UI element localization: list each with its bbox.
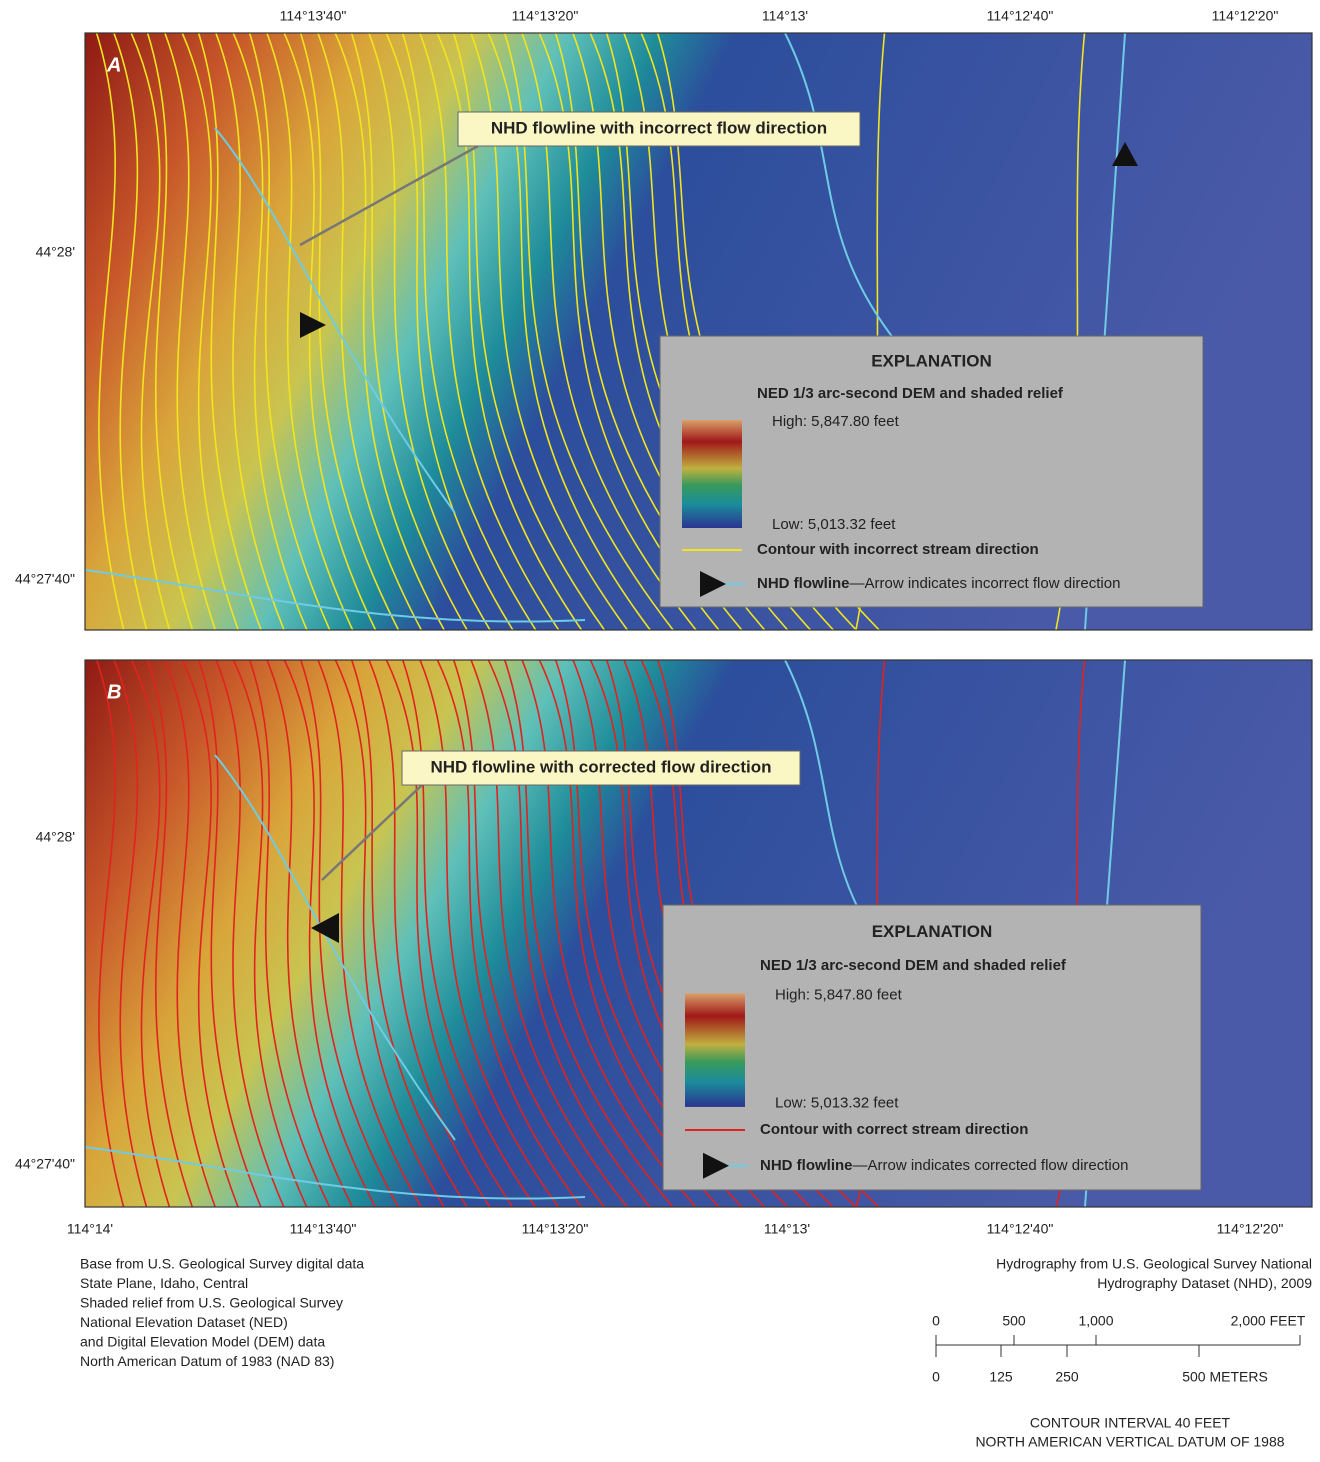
scale-label-feet: 500 (1002, 1313, 1026, 1329)
source-note: National Elevation Dataset (NED) (80, 1314, 288, 1330)
contour-note: NORTH AMERICAN VERTICAL DATUM OF 1988 (975, 1434, 1284, 1450)
longitude-label: 114°13'40" (280, 8, 347, 24)
legend-heading: NED 1/3 arc-second DEM and shaded relief (760, 957, 1067, 974)
latitude-label: 44°27'40" (15, 571, 75, 587)
legend-flowline-note: —Arrow indicates corrected flow directio… (853, 1157, 1129, 1174)
legend-high: High: 5,847.80 feet (775, 986, 903, 1003)
legend-contour: Contour with correct stream direction (760, 1121, 1028, 1138)
explanation-title: EXPLANATION (871, 351, 992, 370)
scale-label-feet: 2,000 FEET (1231, 1313, 1306, 1329)
legend-flowline: NHD flowline—Arrow indicates corrected f… (760, 1157, 1128, 1174)
legend-contour: Contour with incorrect stream direction (757, 541, 1039, 558)
longitude-label: 114°12'20" (1217, 1221, 1284, 1237)
longitude-label: 114°13' (762, 8, 808, 24)
color-ramp (682, 420, 742, 528)
scale-label-meters: 125 (989, 1369, 1013, 1385)
scale-label-feet: 1,000 (1078, 1313, 1113, 1329)
latitude-label: 44°28' (36, 244, 75, 260)
legend-flowline-name: NHD flowline (760, 1157, 853, 1174)
longitude-label: 114°13'20" (522, 1221, 589, 1237)
source-note: Shaded relief from U.S. Geological Surve… (80, 1295, 343, 1311)
legend-high: High: 5,847.80 feet (772, 413, 900, 430)
longitude-label: 114°13'20" (512, 8, 579, 24)
source-note: Hydrography from U.S. Geological Survey … (996, 1256, 1312, 1272)
legend-flowline-name: NHD flowline (757, 575, 850, 592)
scale-label-feet: 0 (932, 1313, 940, 1329)
longitude-label: 114°13'40" (290, 1221, 357, 1237)
source-note: State Plane, Idaho, Central (80, 1275, 248, 1291)
legend-low: Low: 5,013.32 feet (772, 516, 896, 533)
latitude-label: 44°27'40" (15, 1156, 75, 1172)
callout-text: NHD flowline with corrected flow directi… (431, 757, 772, 776)
explanation-title: EXPLANATION (872, 922, 993, 941)
scale-label-meters: 0 (932, 1369, 940, 1385)
scale-label-meters: 250 (1055, 1369, 1079, 1385)
longitude-label: 114°12'20" (1212, 8, 1279, 24)
color-ramp (685, 993, 745, 1107)
callout-text: NHD flowline with incorrect flow directi… (491, 118, 827, 137)
scale-label-meters: 500 METERS (1182, 1369, 1268, 1385)
source-note: Base from U.S. Geological Survey digital… (80, 1256, 364, 1272)
longitude-label: 114°13' (764, 1221, 810, 1237)
map-layers: 114°13'40" 114°13'20" 114°13' 114°12'40" 114… (15, 8, 1312, 1450)
longitude-label: 114°14' (67, 1221, 113, 1237)
latitude-label: 44°28' (36, 829, 75, 845)
figure: 114°13'40" 114°13'20" 114°13' 114°12'40" 114… (0, 0, 1320, 1462)
source-note: and Digital Elevation Model (DEM) data (80, 1334, 325, 1350)
legend-low: Low: 5,013.32 feet (775, 1095, 899, 1112)
longitude-label: 114°12'40" (987, 1221, 1054, 1237)
longitude-label: 114°12'40" (987, 8, 1054, 24)
legend-flowline: NHD flowline—Arrow indicates incorrect f… (757, 575, 1120, 592)
legend-heading: NED 1/3 arc-second DEM and shaded relief (757, 385, 1064, 402)
source-note: North American Datum of 1983 (NAD 83) (80, 1353, 334, 1369)
contour-note: CONTOUR INTERVAL 40 FEET (1030, 1415, 1231, 1431)
panel-label: B (107, 681, 121, 703)
panel-label: A (106, 54, 121, 76)
legend-flowline-note: —Arrow indicates incorrect flow directio… (850, 575, 1121, 592)
source-note: Hydrography Dataset (NHD), 2009 (1097, 1275, 1312, 1291)
